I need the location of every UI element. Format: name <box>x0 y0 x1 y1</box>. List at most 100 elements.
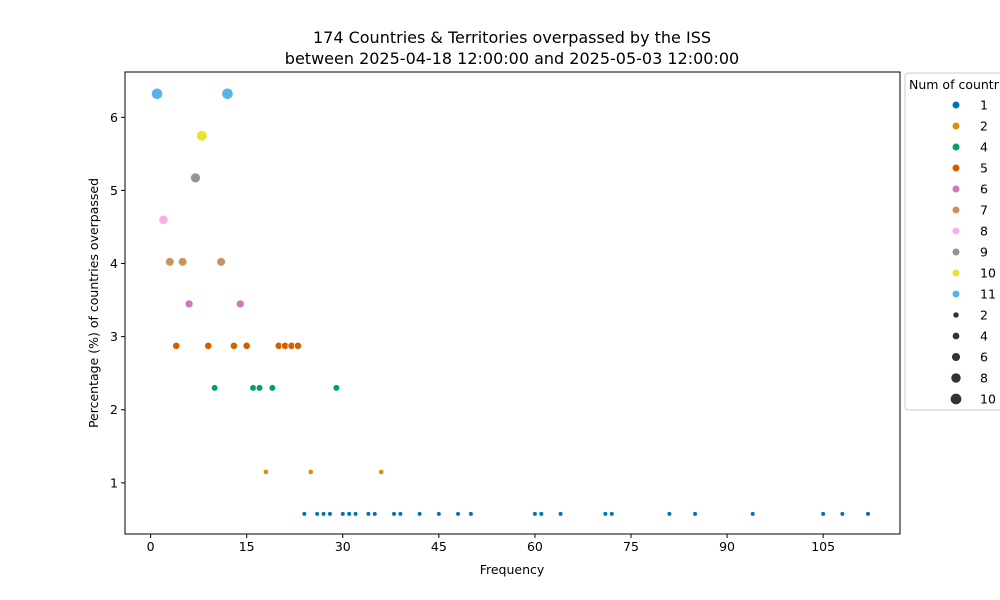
legend-label: 10 <box>980 266 996 281</box>
data-point-1 <box>468 511 474 517</box>
x-tick-label: 0 <box>147 539 155 554</box>
y-tick-label: 6 <box>110 110 118 125</box>
data-point-1 <box>365 511 372 517</box>
data-point-8 <box>158 214 169 225</box>
plot-frame <box>124 71 901 535</box>
data-point-1 <box>320 511 327 517</box>
data-point-5 <box>242 341 251 350</box>
data-point-1 <box>557 511 564 517</box>
legend-color-marker <box>952 206 960 214</box>
chart-subtitle: between 2025-04-18 12:00:00 and 2025-05-… <box>285 49 739 68</box>
legend-size-marker <box>951 352 961 362</box>
legend-label: 2 <box>980 308 988 323</box>
data-point-7 <box>216 257 226 267</box>
data-point-1 <box>692 511 698 517</box>
data-point-1 <box>538 511 545 517</box>
legend-label: 7 <box>980 203 988 218</box>
x-tick-label: 105 <box>811 539 835 554</box>
data-point-4 <box>249 384 257 392</box>
data-point-1 <box>391 511 397 517</box>
legend: Num of countries 1 2 4 5 6 7 8 9 10 11 2 4 6 8 10 <box>904 72 1000 411</box>
legend-size-marker <box>950 393 962 405</box>
legend-color-marker <box>952 227 960 235</box>
data-point-6 <box>235 299 245 309</box>
data-point-5 <box>293 341 303 350</box>
data-point-1 <box>301 511 308 517</box>
legend-label: 4 <box>980 329 988 344</box>
data-point-1 <box>839 511 846 517</box>
legend-color-marker <box>952 290 960 298</box>
legend-size-marker <box>951 373 961 383</box>
data-point-11 <box>150 87 164 100</box>
data-point-1 <box>327 511 333 517</box>
legend-title: Num of countries <box>909 77 1000 92</box>
y-tick-label: 2 <box>110 402 118 417</box>
data-point-4 <box>210 384 219 392</box>
data-point-1 <box>436 511 442 517</box>
x-tick-label: 45 <box>431 539 447 554</box>
legend-size-marker <box>953 312 959 318</box>
data-point-1 <box>352 511 359 517</box>
legend-label: 8 <box>980 371 988 386</box>
legend-items: 1 2 4 5 6 7 8 9 10 11 2 4 6 8 10 <box>950 98 996 407</box>
x-tick-label: 90 <box>719 539 735 554</box>
legend-color-marker <box>952 143 960 151</box>
x-tick-label: 60 <box>527 539 543 554</box>
data-point-1 <box>455 511 461 517</box>
data-point-5 <box>204 341 213 350</box>
legend-label: 1 <box>980 98 988 113</box>
legend-color-marker <box>952 164 960 172</box>
data-point-11 <box>221 87 234 100</box>
legend-label: 9 <box>980 245 988 260</box>
legend-label: 11 <box>980 287 996 302</box>
x-axis-ticks: 0 15 30 45 60 75 90 105 <box>147 534 835 554</box>
data-point-10 <box>196 130 208 142</box>
y-tick-label: 1 <box>110 475 118 490</box>
legend-label: 4 <box>980 140 988 155</box>
y-tick-label: 5 <box>110 183 118 198</box>
data-point-1 <box>602 511 609 517</box>
data-point-1 <box>820 511 826 517</box>
data-point-1 <box>532 511 538 517</box>
data-point-1 <box>749 511 756 517</box>
data-point-6 <box>184 299 194 309</box>
data-point-5 <box>172 341 181 350</box>
data-points <box>150 87 871 517</box>
legend-label: 2 <box>980 119 988 134</box>
data-point-1 <box>314 511 320 517</box>
legend-label: 6 <box>980 350 988 365</box>
legend-label: 5 <box>980 161 988 176</box>
x-tick-label: 15 <box>239 539 255 554</box>
data-point-2 <box>307 468 314 476</box>
legend-label: 6 <box>980 182 988 197</box>
data-point-7 <box>165 257 175 267</box>
data-point-4 <box>268 384 277 392</box>
y-tick-label: 4 <box>110 256 118 271</box>
legend-color-marker <box>952 248 960 256</box>
data-point-4 <box>255 384 264 392</box>
y-axis-label: Percentage (%) of countries overpassed <box>86 178 101 428</box>
legend-size-marker <box>952 332 960 340</box>
legend-label: 10 <box>980 392 996 407</box>
legend-color-marker <box>952 122 960 130</box>
y-tick-label: 3 <box>110 329 118 344</box>
data-point-5 <box>229 341 239 350</box>
data-point-1 <box>666 511 673 517</box>
chart-title: 174 Countries & Territories overpassed b… <box>313 28 711 47</box>
data-point-1 <box>339 511 346 517</box>
data-point-1 <box>416 511 423 517</box>
data-point-1 <box>397 511 404 517</box>
data-point-2 <box>378 468 385 476</box>
y-axis-ticks: 1 2 3 4 5 6 <box>110 110 125 490</box>
legend-label: 8 <box>980 224 988 239</box>
data-point-1 <box>865 511 871 517</box>
legend-color-marker <box>952 269 960 277</box>
x-axis-label: Frequency <box>480 562 545 577</box>
data-point-7 <box>177 257 188 267</box>
data-point-1 <box>346 511 352 517</box>
data-point-1 <box>608 511 615 517</box>
data-point-2 <box>262 468 270 476</box>
